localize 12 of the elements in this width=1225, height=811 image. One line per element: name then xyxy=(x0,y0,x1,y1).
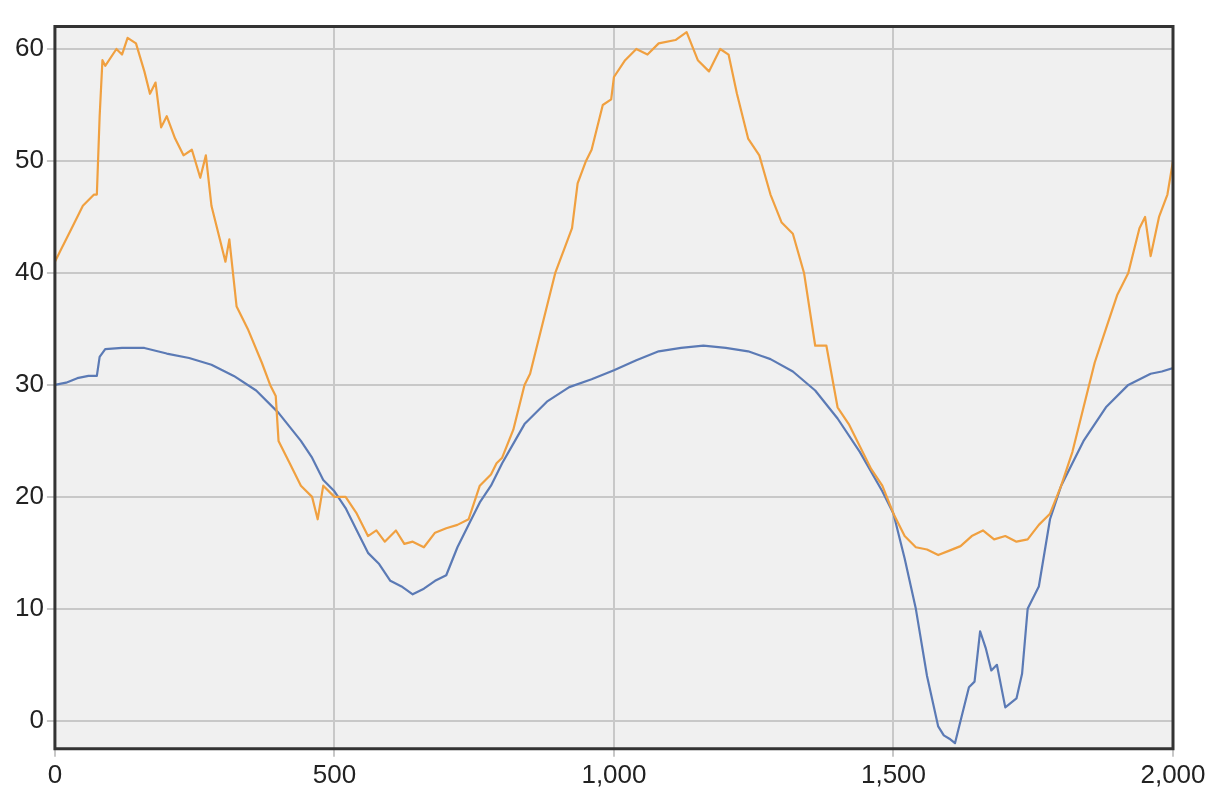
y-tick-label: 10 xyxy=(15,592,44,623)
x-tick-label: 1,000 xyxy=(581,758,647,789)
y-tick-label: 30 xyxy=(15,368,44,399)
y-tick-label: 0 xyxy=(29,703,44,734)
x-tick-label: 1,500 xyxy=(860,758,927,789)
x-tick-label: 2,000 xyxy=(1140,758,1206,789)
y-tick-label: 20 xyxy=(15,480,44,511)
x-tick-label: 500 xyxy=(312,758,357,789)
y-tick-label: 60 xyxy=(15,32,44,63)
x-tick-label: 0 xyxy=(47,758,63,789)
y-tick-label: 40 xyxy=(15,256,44,287)
y-tick-label: 50 xyxy=(15,144,44,175)
